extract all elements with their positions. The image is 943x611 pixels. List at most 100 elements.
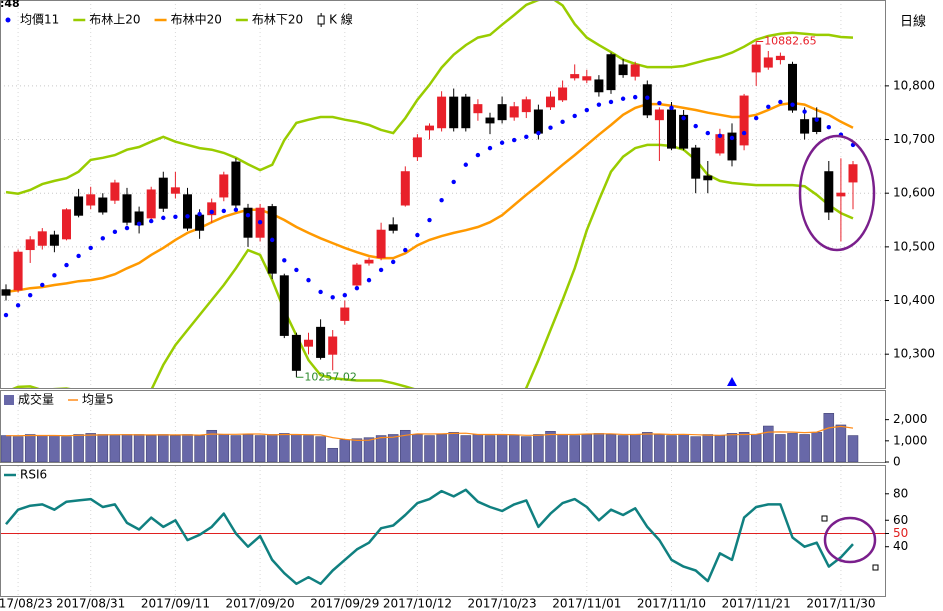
x-tick-label: 2017/10/12 (383, 597, 452, 611)
ma-dot (342, 292, 347, 298)
candle-body (727, 132, 737, 161)
plot-layer (0, 0, 885, 597)
volume-bar (835, 424, 847, 462)
ma-dot (608, 99, 614, 105)
ma-dot (560, 119, 565, 125)
candle-body (158, 177, 168, 209)
ma-dot (403, 247, 408, 253)
volume-bar (484, 435, 496, 462)
candle-body (291, 334, 301, 371)
volume-bar (279, 433, 290, 462)
volume-bar (763, 425, 774, 462)
ma-dot (669, 105, 674, 111)
legend-icon (5, 17, 11, 23)
candle-body (98, 197, 108, 213)
candle-body (388, 224, 398, 231)
candle-body (328, 336, 338, 355)
legend-label: 布林下20 (252, 13, 303, 27)
ma-dot (197, 211, 202, 217)
candle-body (582, 76, 592, 81)
volume-bar (61, 436, 72, 462)
y-tick-label: 10,300 (893, 347, 935, 361)
volume-ma-line (6, 425, 854, 442)
volume-bar (303, 435, 314, 462)
volume-bar (642, 432, 653, 462)
ma-dot (149, 218, 154, 224)
ma-dot (366, 277, 372, 283)
candle-body (304, 339, 313, 347)
ma-dot (52, 273, 57, 278)
ma-dot (306, 277, 311, 283)
x-tick-label: 2017/11/30 (806, 597, 875, 611)
ma-dot (681, 115, 686, 121)
volume-bar (170, 435, 181, 462)
high-label: 10882.65 (764, 35, 817, 48)
ma-dot (584, 107, 589, 113)
candle-body (122, 194, 132, 223)
ma-dot (766, 104, 771, 109)
ma-dot (221, 208, 226, 214)
volume-bar (145, 435, 157, 462)
candle-body (606, 54, 616, 91)
y-tick-label: 1,000 (893, 433, 927, 447)
candle-body (86, 194, 96, 206)
candle-body (654, 109, 664, 121)
ma-dot (572, 113, 577, 119)
candle-body (352, 264, 362, 286)
rsi-line (5, 488, 854, 586)
ma-dot (28, 292, 33, 298)
volume-bar (182, 434, 193, 462)
ma-dot (826, 124, 831, 130)
candle-body (400, 171, 410, 206)
candle-body (703, 175, 713, 181)
ma-dot (161, 215, 166, 221)
x-tick-label: 2017/09/29 (310, 597, 379, 611)
volume-bar (363, 437, 375, 462)
rsi-panel-frame (0, 465, 886, 597)
volume-bar (158, 434, 169, 462)
panel-clip (0, 488, 885, 586)
volume-bar (775, 434, 786, 462)
ma-dot (487, 145, 493, 151)
candle-body (1, 289, 11, 296)
volume-bar (448, 432, 459, 462)
volume-bar (133, 434, 145, 462)
ma-dot (657, 100, 662, 106)
ma-dot (354, 285, 360, 291)
candle-body (618, 64, 628, 76)
ma-dot (88, 245, 93, 251)
y-tick-label: 10,500 (893, 239, 935, 253)
ma-dot (112, 229, 118, 235)
ma-dot (693, 123, 698, 129)
volume-bar (412, 434, 423, 462)
ma-dot (596, 102, 602, 107)
candle-body (207, 202, 217, 216)
candle-body (570, 74, 580, 79)
ma-dot (270, 237, 275, 243)
volume-bar (702, 434, 714, 462)
candle-body (183, 194, 192, 229)
volume-bar (666, 435, 677, 462)
candle-body (485, 117, 495, 124)
ma-dot (173, 214, 178, 220)
ma-dot (548, 125, 553, 130)
ma-dot (463, 162, 468, 167)
volume-bar (557, 434, 568, 462)
ma-dot (378, 267, 384, 273)
volume-bar (254, 435, 266, 462)
candle-body (364, 259, 374, 264)
candle-body (558, 87, 568, 101)
volume-bar (424, 435, 435, 462)
ma-dot (3, 312, 9, 318)
candle-body (37, 231, 47, 246)
volume-bar (496, 434, 508, 462)
ma-dot (778, 99, 783, 105)
candle-body (170, 187, 180, 194)
volume-panel-frame (0, 390, 886, 463)
band-line (5, 101, 854, 294)
volume-bar (581, 434, 593, 462)
volume-bar (97, 434, 109, 462)
volume-bar (206, 429, 217, 462)
volume-bar (799, 434, 810, 462)
marker-square (821, 515, 828, 522)
